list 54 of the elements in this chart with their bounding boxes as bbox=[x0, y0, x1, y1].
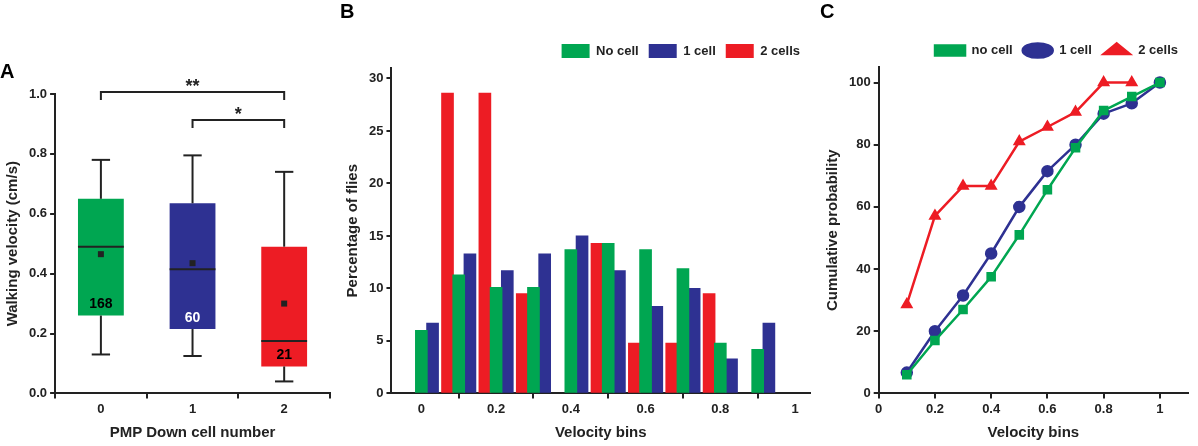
y-tick-label: 0 bbox=[863, 384, 871, 400]
x-axis-title: Velocity bins bbox=[554, 423, 647, 441]
y-tick-label: 5 bbox=[376, 332, 384, 348]
y-tick-label: 60 bbox=[856, 198, 871, 214]
y-tick-label: 0.0 bbox=[28, 384, 48, 400]
y-axis-title: Percentage of flies bbox=[343, 164, 361, 298]
x-axis-title: Velocity bins bbox=[987, 423, 1080, 441]
x-tick-label: 0.6 bbox=[1038, 400, 1057, 416]
y-tick-label: 15 bbox=[368, 227, 384, 243]
x-tick-label: 0 bbox=[417, 400, 425, 416]
legend-label: No cell bbox=[596, 42, 639, 58]
x-tick-label: 0 bbox=[875, 400, 883, 416]
x-tick-label: 0.2 bbox=[925, 400, 944, 416]
y-tick-label: 20 bbox=[856, 322, 871, 338]
y-axis-title: Cumulative probability bbox=[823, 148, 841, 312]
y-tick-label: 1.0 bbox=[28, 85, 48, 101]
y-tick-label: 0.2 bbox=[28, 325, 48, 341]
x-tick-label: 0.2 bbox=[487, 400, 506, 416]
x-tick-label: 0 bbox=[97, 400, 105, 416]
annotation: 21 bbox=[276, 346, 293, 363]
x-tick-label: 1 bbox=[791, 400, 799, 416]
y-tick-label: 0.6 bbox=[28, 205, 48, 221]
x-tick-label: 1 bbox=[188, 400, 197, 416]
chart-title: B bbox=[340, 0, 355, 22]
annotation: ** bbox=[185, 75, 200, 96]
y-tick-label: 0.4 bbox=[28, 265, 48, 281]
x-tick-label: 0.8 bbox=[711, 400, 730, 416]
annotation: 168 bbox=[89, 295, 113, 312]
x-tick-label: 2 bbox=[280, 400, 288, 416]
y-tick-label: 80 bbox=[856, 136, 871, 152]
annotation: * bbox=[234, 103, 242, 124]
chart-title: C bbox=[820, 0, 835, 22]
y-tick-label: 40 bbox=[856, 260, 871, 276]
chart-title: A bbox=[0, 59, 15, 82]
annotation: 60 bbox=[184, 308, 201, 325]
x-tick-label: 0.6 bbox=[636, 400, 655, 416]
y-tick-label: 25 bbox=[368, 122, 384, 138]
x-tick-label: 1 bbox=[1156, 400, 1164, 416]
legend-label: 2 cells bbox=[1138, 42, 1179, 58]
x-tick-label: 0.4 bbox=[982, 400, 1001, 416]
y-tick-label: 10 bbox=[368, 280, 384, 296]
y-tick-label: 0.8 bbox=[28, 145, 48, 161]
legend-label: no cell bbox=[971, 42, 1013, 58]
x-tick-label: 0.8 bbox=[1094, 400, 1113, 416]
y-tick-label: 30 bbox=[368, 70, 384, 86]
y-tick-label: 100 bbox=[848, 74, 871, 90]
legend-label: 1 cell bbox=[683, 42, 716, 58]
legend-label: 2 cells bbox=[760, 42, 801, 58]
x-tick-label: 0.4 bbox=[561, 400, 581, 416]
y-tick-label: 20 bbox=[368, 175, 384, 191]
y-axis-title: Walking velocity (cm/s) bbox=[3, 161, 21, 327]
legend-label: 1 cell bbox=[1059, 42, 1092, 58]
x-axis-title: PMP Down cell number bbox=[109, 423, 276, 441]
y-tick-label: 0 bbox=[376, 384, 384, 400]
